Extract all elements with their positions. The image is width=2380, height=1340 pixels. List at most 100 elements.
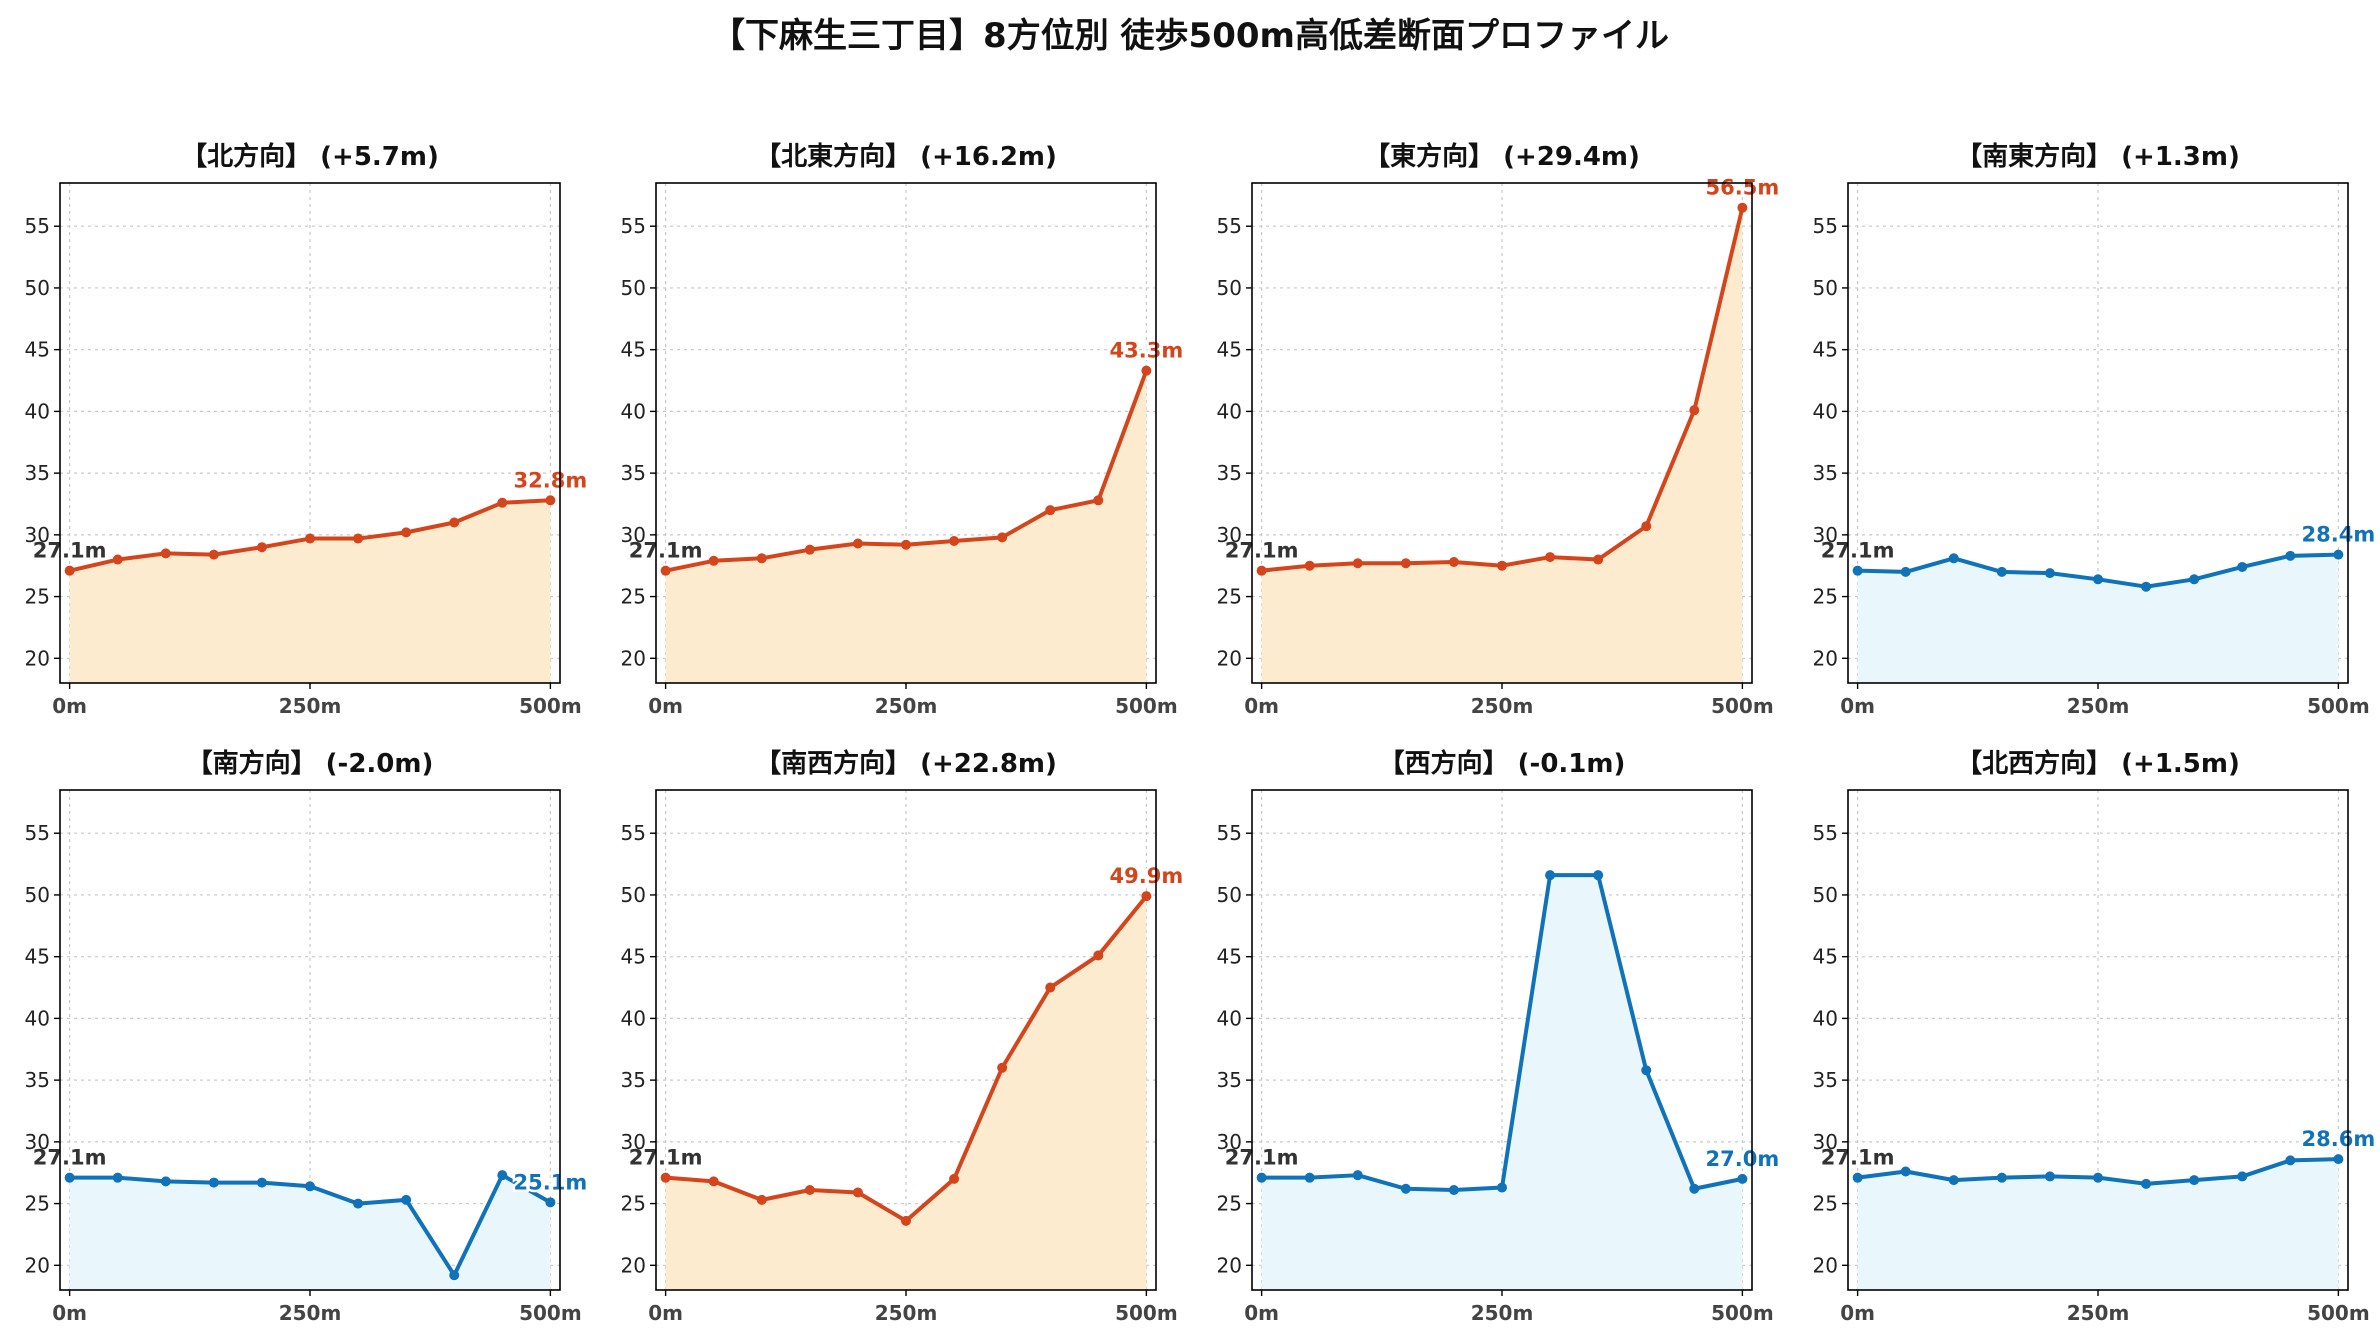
data-point <box>997 532 1008 543</box>
data-point <box>1948 1175 1959 1186</box>
y-tick-label: 25 <box>621 585 646 609</box>
x-tick-label: 250m <box>1471 694 1534 718</box>
y-tick-label: 30 <box>1217 1130 1242 1154</box>
data-point <box>708 555 719 566</box>
panel-1: 【北東方向】 (+16.2m) 27.1m 43.3m 20 25 30 35 40 45 50 5… <box>621 141 1186 718</box>
data-point <box>901 539 911 550</box>
x-tick-label: 0m <box>1244 1301 1279 1325</box>
panel-6: 【西方向】 (-0.1m) 27.1m 27.0m 20 25 30 35 40 45 50 55 0… <box>1217 748 1782 1325</box>
x-tick-label: 0m <box>52 1301 87 1325</box>
x-tick-label: 250m <box>2067 1301 2130 1325</box>
data-point <box>1497 1182 1507 1193</box>
data-point <box>112 1172 123 1183</box>
data-point <box>1545 552 1556 563</box>
x-tick-label: 250m <box>1471 1301 1534 1325</box>
end-value-label: 27.0m <box>1706 1147 1780 1171</box>
y-tick-label: 50 <box>1813 883 1838 907</box>
data-point <box>1256 1172 1267 1183</box>
y-tick-label: 30 <box>25 523 50 547</box>
data-point <box>1448 1185 1459 1195</box>
data-point <box>1900 566 1911 577</box>
data-point <box>2093 574 2103 585</box>
y-tick-label: 40 <box>1813 1006 1838 1030</box>
data-point <box>1400 558 1411 569</box>
y-tick-label: 40 <box>621 1006 646 1030</box>
start-value-label: 27.1m <box>1821 539 1895 563</box>
data-point <box>949 1173 960 1184</box>
data-point <box>2141 1178 2152 1189</box>
y-tick-label: 45 <box>25 945 50 969</box>
y-tick-label: 25 <box>1813 1192 1838 1216</box>
data-point <box>2093 1172 2103 1183</box>
panel-0: 【北方向】 (+5.7m) 27.1m 32.8m 20 25 30 35 40 45 50 55 0… <box>25 141 590 718</box>
start-value-label: 27.1m <box>629 1146 703 1170</box>
data-point <box>1948 553 1959 564</box>
panel-3: 【南東方向】 (+1.3m) 27.1m 28.4m 20 25 30 35 40 45 50 55… <box>1813 141 2378 718</box>
end-value-label: 28.6m <box>2302 1127 2376 1151</box>
y-tick-label: 30 <box>25 1130 50 1154</box>
x-tick-label: 500m <box>1711 694 1774 718</box>
y-tick-label: 20 <box>621 1253 646 1277</box>
y-tick-label: 35 <box>1813 461 1838 485</box>
data-point <box>660 565 671 576</box>
data-point <box>208 1177 219 1188</box>
data-point <box>2141 581 2152 592</box>
x-tick-label: 500m <box>1711 1301 1774 1325</box>
end-value-label: 28.4m <box>2302 523 2376 547</box>
data-point <box>64 565 75 576</box>
data-point <box>256 542 267 553</box>
data-point <box>1093 950 1104 961</box>
data-point <box>1352 558 1363 569</box>
y-tick-label: 20 <box>1813 646 1838 670</box>
data-point <box>2237 1171 2248 1182</box>
data-point <box>804 544 815 555</box>
y-tick-label: 20 <box>1217 1253 1242 1277</box>
x-tick-label: 500m <box>1115 694 1178 718</box>
data-point <box>997 1062 1008 1073</box>
data-point <box>756 1194 767 1205</box>
y-tick-label: 45 <box>1217 945 1242 969</box>
data-point <box>1737 1173 1748 1184</box>
y-tick-label: 35 <box>25 461 50 485</box>
start-value-label: 27.1m <box>1225 539 1299 563</box>
x-tick-label: 0m <box>52 694 87 718</box>
end-value-label: 43.3m <box>1110 339 1184 363</box>
data-point <box>1304 1172 1315 1183</box>
y-tick-label: 50 <box>1217 276 1242 300</box>
area-fill <box>69 500 551 683</box>
start-value-label: 27.1m <box>629 539 703 563</box>
data-point <box>305 1181 315 1192</box>
figure-title: 【下麻生三丁目】8方位別 徒歩500m高低差断面プロファイル <box>711 16 1669 56</box>
data-point <box>1996 566 2007 577</box>
x-tick-label: 250m <box>2067 694 2130 718</box>
panel-title: 【南東方向】 (+1.3m) <box>1956 141 2240 172</box>
y-tick-label: 20 <box>25 646 50 670</box>
y-tick-label: 40 <box>25 1006 50 1030</box>
data-point <box>1852 565 1863 576</box>
data-point <box>1689 405 1700 416</box>
y-tick-label: 25 <box>621 1192 646 1216</box>
panel-title: 【北方向】 (+5.7m) <box>181 141 439 172</box>
panel-title: 【西方向】 (-0.1m) <box>1379 748 1626 779</box>
data-point <box>1141 891 1152 902</box>
x-tick-label: 500m <box>1115 1301 1178 1325</box>
y-tick-label: 40 <box>1813 399 1838 423</box>
y-tick-label: 55 <box>25 821 50 845</box>
data-point <box>852 538 863 549</box>
y-tick-label: 25 <box>1217 1192 1242 1216</box>
start-value-label: 27.1m <box>1821 1146 1895 1170</box>
data-point <box>1593 554 1604 565</box>
y-tick-label: 20 <box>25 1253 50 1277</box>
data-point <box>2333 549 2344 560</box>
data-point <box>401 1194 412 1205</box>
data-point <box>1545 870 1556 881</box>
area-fill <box>665 370 1147 683</box>
data-point <box>449 1270 460 1281</box>
y-tick-label: 35 <box>1813 1068 1838 1092</box>
data-point <box>497 1170 508 1181</box>
x-tick-label: 0m <box>648 694 683 718</box>
data-point <box>353 1198 364 1209</box>
y-tick-label: 35 <box>621 1068 646 1092</box>
panel-title: 【南方向】 (-2.0m) <box>187 748 434 779</box>
